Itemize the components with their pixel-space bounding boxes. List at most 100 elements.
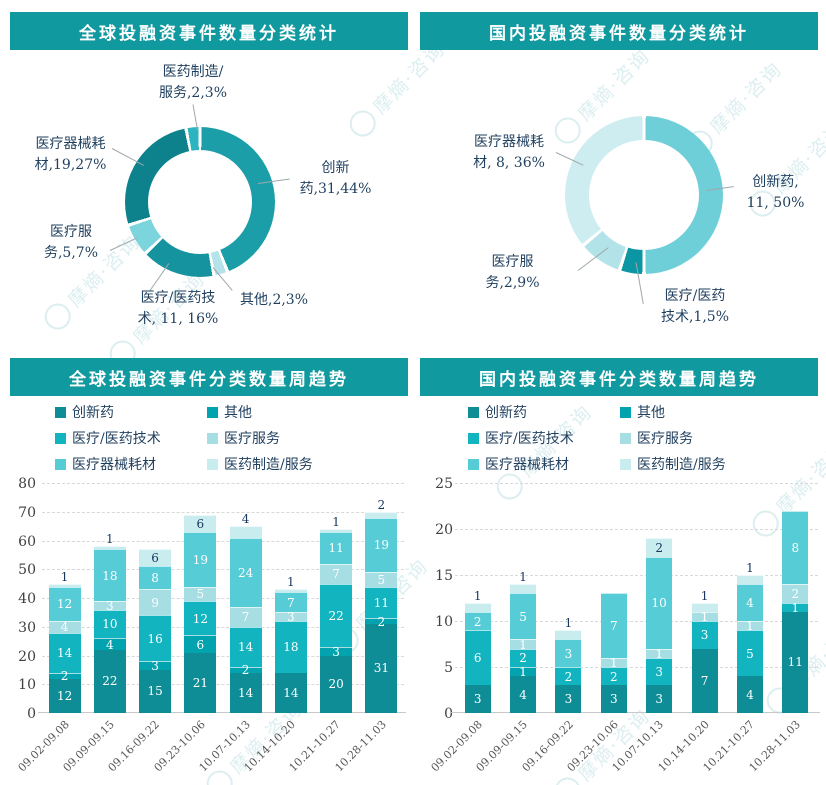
bar-segment: 12 <box>48 678 81 713</box>
bar: 3 6 2 1 <box>464 589 491 713</box>
bar-segment: 1 <box>320 515 353 532</box>
bar-value-label: 14 <box>237 685 254 700</box>
grid-line <box>42 569 404 571</box>
x-axis: 09.02-09.08 09.09-09.15 09.16-09.22 09.23-1… <box>429 716 818 782</box>
legend-label: 创新药 <box>485 405 527 421</box>
legend-label: 医疗/医药技术 <box>485 431 574 447</box>
bar-segment: 3 <box>600 685 627 713</box>
bar-value-label: 22 <box>102 674 118 689</box>
bar-value-label: 2 <box>473 614 482 629</box>
bar-value-label: 11 <box>328 541 344 556</box>
bar-segment: 2 <box>229 663 262 677</box>
bar-segment: 11 <box>320 531 353 564</box>
bar-value-label: 4 <box>746 687 754 702</box>
bar-segment: 10 <box>93 609 126 639</box>
bar-segment: 14 <box>229 626 262 667</box>
bar-value-label: 5 <box>377 572 386 587</box>
bar-segment: 1 <box>691 589 718 612</box>
legend-swatch <box>55 432 66 444</box>
legend-swatch <box>55 458 66 470</box>
bar-segment: 20 <box>320 655 353 713</box>
legend-item: 创新药 <box>55 402 207 422</box>
x-axis: 09.02-09.08 09.09-09.15 09.16-09.22 09.23-1… <box>15 716 404 782</box>
bar-segment: 5 <box>510 593 537 640</box>
grid-line <box>455 483 818 484</box>
donut-hole <box>589 140 699 250</box>
y-tick-label: 15 <box>435 568 453 584</box>
bar-value-label: 3 <box>564 692 573 707</box>
bar-segment: 24 <box>229 537 262 607</box>
bar-segment: 9 <box>139 589 172 616</box>
bar-segment: 3 <box>274 610 307 624</box>
bar-segment: 3 <box>139 659 172 673</box>
bar-segment: 2 <box>510 648 537 668</box>
legend-label: 医疗服务 <box>637 431 693 447</box>
bar-segment: 7 <box>274 592 307 613</box>
bar-segment: 3 <box>691 621 718 649</box>
bar-segment: 22 <box>93 649 126 713</box>
legend-item: 创新药 <box>468 402 620 422</box>
bar-segment: 14 <box>229 672 262 713</box>
bar-segment: 5 <box>184 586 217 601</box>
bar-segment: 1 <box>600 656 627 670</box>
bar-segment: 19 <box>365 517 398 573</box>
bar-segment: 3 <box>555 639 582 668</box>
bar-value-label: 2 <box>377 614 386 629</box>
bar-value-label: 1 <box>700 588 709 603</box>
legend-item: 医疗服务 <box>620 428 780 448</box>
bar-value-label: 1 <box>655 646 663 661</box>
bar-segment: 8 <box>782 510 809 585</box>
bar-segment: 4 <box>736 584 763 622</box>
bar-value-label: 2 <box>60 669 69 684</box>
bar-value-label: 3 <box>473 692 482 707</box>
bar: 7 3 1 1 <box>691 589 718 713</box>
bar-segment: 5 <box>365 572 398 587</box>
donut-label-other: 其他,2,3% <box>240 292 309 308</box>
bar-value-label: 12 <box>56 688 73 703</box>
grid-line <box>455 667 818 668</box>
bar-segment: 4 <box>736 676 763 713</box>
bar-value-label: 12 <box>56 597 73 612</box>
y-tick-label: 10 <box>435 614 453 630</box>
bar-value-label: 8 <box>151 571 159 586</box>
bar: 15 3 16 9 8 6 <box>139 549 172 713</box>
bar-segment: 6 <box>139 549 172 567</box>
bar-segment: 19 <box>184 531 217 587</box>
bar-segment: 22 <box>320 583 353 647</box>
y-tick-label: 5 <box>444 660 453 676</box>
bar-value-label: 2 <box>655 540 663 555</box>
bar-segment: 2 <box>782 584 809 603</box>
bar: 22 4 10 3 18 1 <box>93 532 126 713</box>
bar: 14 18 3 7 1 <box>274 575 307 713</box>
bar-value-label: 22 <box>328 608 344 623</box>
legend-label: 其他 <box>224 405 252 421</box>
legend-swatch <box>55 406 66 418</box>
bar-value-label: 31 <box>373 661 390 676</box>
bar-segment: 7 <box>600 593 627 658</box>
bar-segment: 4 <box>229 512 262 538</box>
y-tick-label: 0 <box>27 706 36 722</box>
bar-segment: 3 <box>464 685 491 713</box>
grid-line <box>42 540 404 542</box>
bars-container: 3 6 2 1 4 1 2 1 5 1 3 2 3 1 3 2 1 7 3 3 1 10 2 7 3 1 1 4 5 1 4 1 11 1 2 8 <box>455 483 818 713</box>
bar-value-label: 2 <box>241 663 250 678</box>
y-tick-label: 30 <box>18 619 36 636</box>
bar-segment: 11 <box>782 611 809 713</box>
bar-value-label: 19 <box>192 552 209 567</box>
bar-value-label: 2 <box>791 586 800 601</box>
bar-value-label: 3 <box>700 628 709 643</box>
bar-segment: 3 <box>646 657 673 686</box>
grid-line <box>42 684 404 686</box>
bar-segment: 4 <box>48 620 81 634</box>
y-tick-label: 80 <box>18 476 36 492</box>
bar-value-label: 1 <box>700 609 709 624</box>
bar-segment: 3 <box>555 685 582 713</box>
bar: 3 3 1 10 2 <box>646 538 673 713</box>
chart-legend: 创新药 其他 医疗/医药技术 医疗服务 医疗器械耗材 医药制造/服务 <box>468 402 780 474</box>
legend-item: 医疗/医药技术 <box>468 428 620 448</box>
donut-label-med-tech: 医疗/医药技 术, 11, 16% <box>137 290 219 327</box>
bar-value-label: 4 <box>60 620 69 635</box>
x-axis-line <box>451 712 820 713</box>
bar-value-label: 4 <box>746 596 754 611</box>
bar-segment: 16 <box>139 615 172 662</box>
